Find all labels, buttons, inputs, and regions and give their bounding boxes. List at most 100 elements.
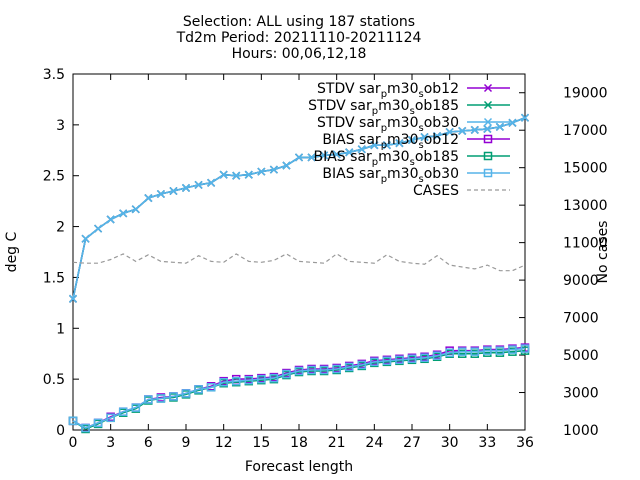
y-tick-label: 2 bbox=[56, 220, 65, 236]
y-tick-label: 3 bbox=[56, 118, 65, 134]
series-line bbox=[72, 346, 526, 429]
data-point bbox=[282, 161, 291, 170]
data-point bbox=[219, 377, 228, 387]
data-point bbox=[119, 209, 128, 218]
y2-tick-label: 3000 bbox=[563, 386, 599, 402]
data-point bbox=[420, 353, 429, 363]
series-6 bbox=[68, 344, 530, 433]
legend-label: BIAS sarpm30sob30 bbox=[322, 166, 459, 185]
data-point bbox=[257, 374, 266, 384]
data-point bbox=[370, 141, 379, 150]
data-point bbox=[445, 127, 454, 137]
data-point bbox=[520, 113, 530, 122]
data-point bbox=[483, 124, 492, 133]
data-point bbox=[395, 355, 404, 365]
data-point bbox=[307, 365, 316, 375]
series-line bbox=[72, 349, 526, 430]
data-point bbox=[395, 139, 404, 148]
data-point bbox=[81, 423, 90, 433]
x-tick-label: 15 bbox=[252, 435, 270, 451]
x-tick-label: 18 bbox=[290, 435, 308, 451]
legend-marker bbox=[483, 151, 493, 161]
data-point bbox=[407, 136, 417, 145]
data-point bbox=[144, 395, 153, 404]
data-point bbox=[382, 141, 391, 150]
data-point bbox=[144, 194, 153, 203]
x-tick-label: 3 bbox=[106, 435, 115, 451]
data-point bbox=[232, 171, 241, 180]
x-tick-label: 36 bbox=[516, 435, 534, 451]
legend-label: CASES bbox=[413, 183, 459, 199]
y-tick-label: 0.5 bbox=[43, 372, 65, 388]
x-axis-ticks: 0 3 6 9 12 15 18 21 24 27 30 33 36 bbox=[69, 74, 534, 451]
data-point bbox=[169, 392, 178, 401]
data-point bbox=[445, 348, 454, 357]
data-point bbox=[294, 366, 304, 376]
data-point bbox=[206, 383, 216, 392]
chart-title: Selection: ALL using 187 stations Td2m P… bbox=[176, 14, 422, 62]
data-point bbox=[483, 346, 492, 355]
data-point bbox=[269, 373, 279, 383]
data-point bbox=[508, 118, 517, 127]
data-point bbox=[257, 167, 266, 176]
data-point bbox=[181, 183, 191, 192]
data-point bbox=[219, 170, 228, 179]
data-point bbox=[94, 224, 103, 233]
legend-entry: BIAS sarpm30sob12 bbox=[322, 132, 510, 151]
series-2 bbox=[68, 113, 530, 303]
y2-tick-label: 13000 bbox=[563, 198, 608, 214]
legend-marker bbox=[483, 83, 493, 93]
x-tick-label: 33 bbox=[478, 435, 496, 451]
title-line-2: Td2m Period: 20211110-20211124 bbox=[176, 30, 422, 46]
x-tick-label: 9 bbox=[182, 435, 191, 451]
data-point bbox=[156, 189, 165, 199]
data-point bbox=[495, 346, 505, 355]
data-point bbox=[156, 394, 166, 403]
data-point bbox=[194, 180, 203, 189]
legend-entry: STDV sarpm30sob30 bbox=[317, 115, 510, 134]
y2-tick-label: 15000 bbox=[563, 161, 608, 177]
legend-entry: BIAS sarpm30sob185 bbox=[314, 149, 510, 168]
data-point bbox=[307, 153, 316, 162]
data-point bbox=[357, 145, 366, 154]
y-axis-ticks: 0 0.5 1 1.5 2 2.5 3 3.5 bbox=[43, 67, 79, 439]
legend-marker bbox=[483, 134, 493, 144]
data-point bbox=[181, 389, 191, 398]
y-tick-label: 0 bbox=[56, 423, 65, 439]
data-point bbox=[131, 205, 140, 214]
data-point bbox=[68, 416, 78, 426]
data-point bbox=[81, 234, 90, 243]
series-line bbox=[72, 253, 526, 272]
data-point bbox=[319, 365, 329, 375]
data-point bbox=[106, 413, 115, 423]
series-1 bbox=[68, 113, 530, 303]
x-tick-label: 0 bbox=[69, 435, 78, 451]
x-tick-label: 27 bbox=[403, 435, 421, 451]
data-point bbox=[344, 362, 354, 372]
data-point bbox=[169, 186, 178, 196]
y2-tick-label: 5000 bbox=[563, 348, 599, 364]
x-tick-label: 30 bbox=[441, 435, 459, 451]
data-point bbox=[520, 344, 530, 353]
title-line-1: Selection: ALL using 187 stations bbox=[183, 14, 415, 30]
title-line-3: Hours: 00,06,12,18 bbox=[232, 46, 367, 62]
legend-entry: CASES bbox=[413, 183, 510, 199]
data-point bbox=[269, 165, 278, 174]
y-tick-label: 3.5 bbox=[43, 67, 65, 83]
x-tick-label: 6 bbox=[144, 435, 153, 451]
data-point bbox=[457, 347, 467, 356]
data-point bbox=[407, 354, 417, 364]
data-point bbox=[244, 170, 253, 179]
legend-marker bbox=[483, 168, 493, 178]
legend-label: BIAS sarpm30sob185 bbox=[314, 149, 460, 168]
y-axis-label: deg C bbox=[4, 231, 20, 272]
y-tick-label: 1 bbox=[56, 321, 65, 337]
x-tick-label: 12 bbox=[215, 435, 233, 451]
legend-marker bbox=[483, 117, 493, 127]
legend-marker bbox=[483, 100, 493, 110]
data-point bbox=[345, 148, 354, 157]
data-point bbox=[68, 294, 78, 303]
y2-tick-label: 17000 bbox=[563, 123, 608, 139]
data-point bbox=[244, 375, 254, 385]
